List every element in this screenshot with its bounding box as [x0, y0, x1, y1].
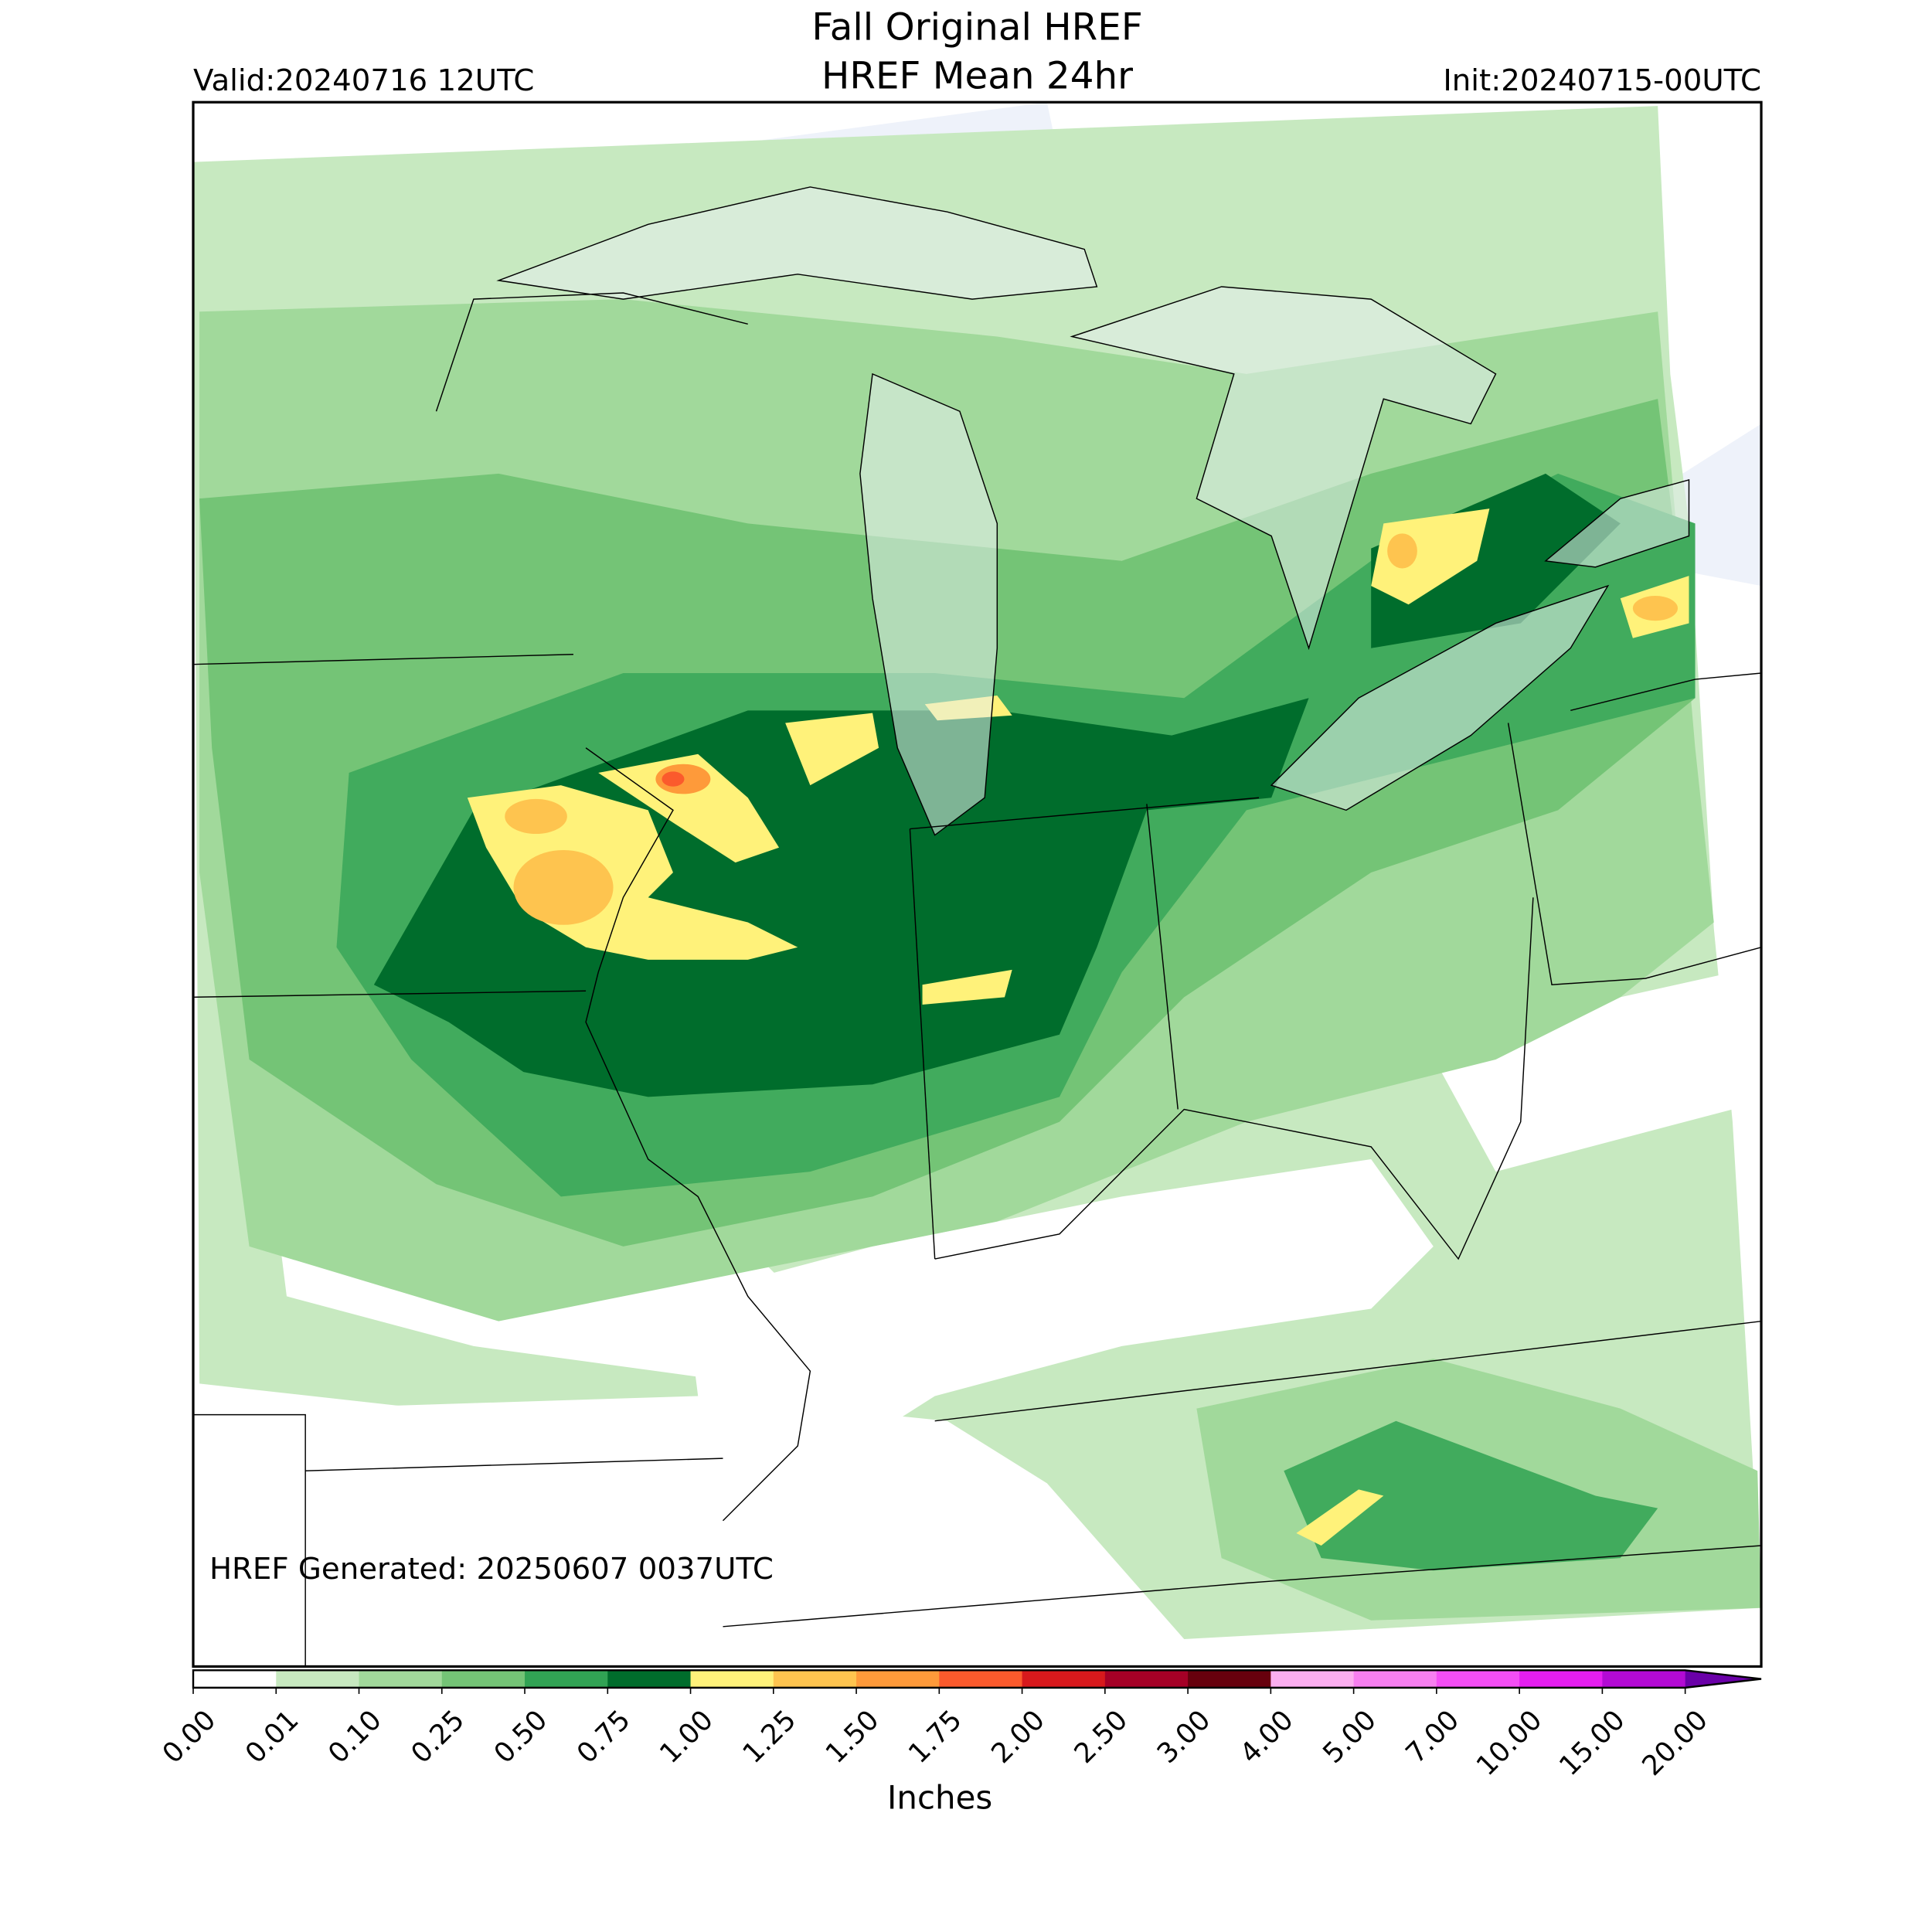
state-border: [305, 1458, 723, 1471]
colorbar-bin: [1436, 1670, 1520, 1688]
precip-0-75: [1371, 473, 1621, 648]
river: [934, 897, 1534, 1260]
colorbar-extend: [1685, 1670, 1762, 1688]
colorbar-tick-label: 0.10: [322, 1704, 388, 1770]
colorbar-tick-label: 0.75: [571, 1704, 637, 1770]
precip-1-00: [1296, 1489, 1384, 1546]
state-border: [192, 654, 573, 665]
lake-erie: [1270, 584, 1610, 811]
colorbar-bin: [856, 1670, 940, 1688]
generated-label: HREF Generated: 20250607 0037UTC: [209, 1552, 774, 1587]
colorbar-bin: [1270, 1670, 1355, 1688]
precip-0-75: [373, 698, 1309, 1097]
precip-1-00: [785, 713, 879, 786]
state-border: [192, 1413, 306, 1667]
colorbar: 0.00 0.01 0.10 0.25 0.50 0.75 1.00 1.25 1.50 1.75…: [157, 1669, 1762, 1782]
colorbar-tick-label: 1.75: [903, 1704, 968, 1770]
dry-area: [305, 1396, 1185, 1646]
colorbar-tick-label: 7.00: [1400, 1704, 1465, 1770]
map: HREF Generated: 20250607 0037UTC: [192, 100, 1763, 1668]
colorbar-bin: [1104, 1670, 1189, 1688]
precip-1-00: [598, 753, 780, 863]
state-border: [934, 1320, 1762, 1422]
colorbar-bin: [359, 1670, 443, 1688]
colorbar-bin: [690, 1670, 774, 1688]
colorbar-tick-label: 0.00: [157, 1704, 223, 1770]
precip-1-75: [662, 771, 685, 787]
colorbar-label: Inches: [887, 1779, 992, 1817]
state-border: [435, 292, 748, 412]
subtitle: HREF Mean 24hr: [821, 55, 1133, 98]
colorbar-bin: [1602, 1670, 1686, 1688]
colorbar-tick-label: 0.01: [240, 1704, 305, 1770]
colorbar-tick-label: 4.00: [1234, 1704, 1300, 1770]
precip-1-25: [1632, 595, 1678, 621]
colorbar-tick-label: 5.00: [1317, 1704, 1383, 1770]
lake-superior: [496, 186, 1098, 300]
colorbar-tick-label: 1.50: [820, 1704, 886, 1770]
colorbar-tick-label: 2.50: [1068, 1704, 1134, 1770]
colorbar-bin: [1353, 1670, 1437, 1688]
colorbar-tick-label: 15.00: [1553, 1704, 1631, 1782]
colorbar-bin: [276, 1670, 360, 1688]
init-label: Init:20240715-00UTC: [1443, 63, 1761, 98]
colorbar-tick-label: 0.50: [488, 1704, 554, 1770]
state-border: [192, 990, 587, 998]
state-border: [723, 1545, 1762, 1628]
colorbar-bin: [441, 1670, 526, 1688]
valid-label: Valid:20240716 12UTC: [193, 63, 534, 98]
dry-area: [685, 1159, 1434, 1546]
colorbar-bin: [773, 1670, 857, 1688]
state-border: [1570, 672, 1762, 712]
colorbar-tick-label: 20.00: [1636, 1704, 1714, 1782]
precip-1-00: [922, 969, 1012, 1005]
state-border: [1507, 723, 1762, 985]
title: Fall Original HREF: [811, 6, 1142, 49]
state-border: [909, 828, 936, 1260]
lake-ontario: [1544, 479, 1690, 568]
lake-michigan: [859, 372, 998, 836]
colorbar-tick-label: 2.00: [985, 1704, 1051, 1770]
colorbar-bin: [939, 1670, 1023, 1688]
lake-ontario-outside: [1682, 423, 1762, 587]
colorbar-bin: [1022, 1670, 1106, 1688]
state-border: [1146, 804, 1179, 1110]
precip-1-25: [513, 850, 614, 925]
precip-0-50: [1284, 1420, 1658, 1571]
precip-1-00: [1371, 509, 1490, 605]
precip-1-25: [505, 798, 567, 835]
lake-huron: [1070, 286, 1497, 651]
colorbar-bin: [193, 1670, 277, 1688]
colorbar-tick-label: 1.00: [654, 1704, 719, 1770]
colorbar-tick-label: 3.00: [1151, 1704, 1217, 1770]
colorbar-tick-label: 10.00: [1471, 1704, 1549, 1782]
colorbar-tick-label: 1.25: [736, 1704, 802, 1770]
colorbar-outline: [192, 1669, 1762, 1689]
map-frame: [192, 100, 1763, 1668]
colorbar-tick-label: 0.25: [405, 1704, 471, 1770]
river: [585, 747, 811, 1522]
colorbar-bin: [525, 1670, 609, 1688]
colorbar-bin: [1519, 1670, 1604, 1688]
state-border: [910, 797, 1260, 830]
precip-1-25: [1387, 533, 1417, 569]
colorbar-bin: [607, 1670, 692, 1688]
colorbar-bin: [1188, 1670, 1272, 1688]
